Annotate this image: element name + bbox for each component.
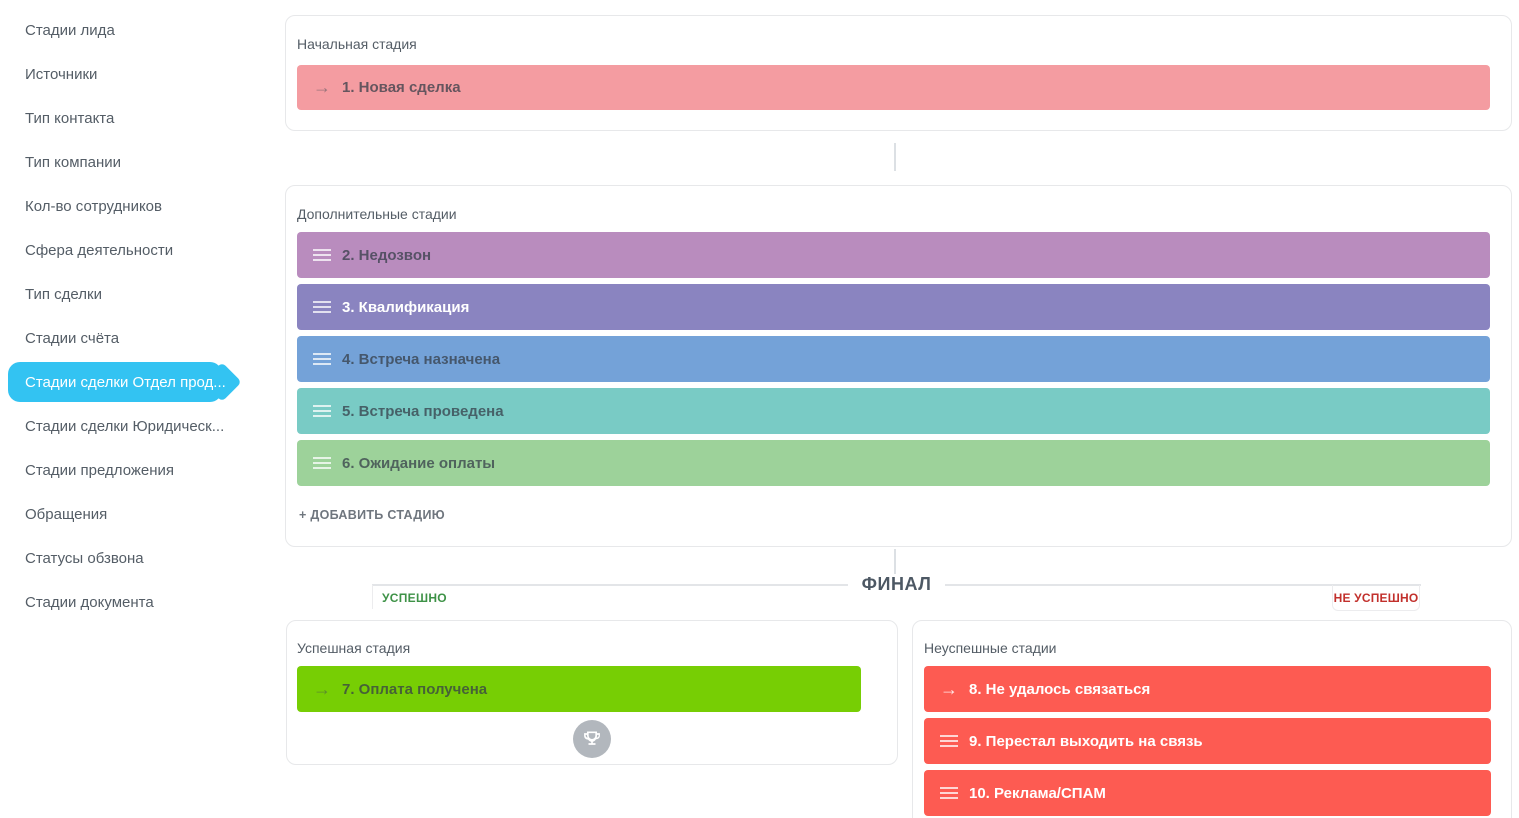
drag-handle-icon[interactable]: [313, 405, 331, 417]
stage-bar-meeting-held[interactable]: 5. Встреча проведена: [297, 388, 1490, 434]
stage-label: 3. Квалификация: [342, 298, 470, 316]
initial-stage-card: Начальная стадия 1. Новая сделка: [285, 15, 1512, 131]
drag-handle-icon[interactable]: [313, 301, 331, 313]
additional-stages-card: Дополнительные стадии 2. Недозвон 3. Ква…: [285, 185, 1512, 547]
drag-handle-icon[interactable]: [313, 249, 331, 261]
success-stage-card: Успешная стадия 7. Оплата получена: [286, 620, 898, 765]
sidebar-item-sources[interactable]: Источники: [25, 65, 98, 83]
stage-bar-awaiting-payment[interactable]: 6. Ожидание оплаты: [297, 440, 1490, 486]
stage-bar-could-not-contact[interactable]: 8. Не удалось связаться: [924, 666, 1491, 712]
sidebar-item-contact-type[interactable]: Тип контакта: [25, 109, 115, 127]
stage-label: 4. Встреча назначена: [342, 350, 501, 368]
arrow-right-icon: [937, 679, 961, 700]
success-tab-label: УСПЕШНО: [382, 591, 447, 605]
sidebar-item-requests[interactable]: Обращения: [25, 505, 108, 523]
sidebar-item-lead-stages[interactable]: Стадии лида: [25, 21, 115, 39]
fail-tab-label: НЕ УСПЕШНО: [1332, 585, 1420, 611]
additional-stages-card-title: Дополнительные стадии: [297, 206, 457, 222]
drag-handle-icon[interactable]: [313, 353, 331, 365]
flow-connector-bottom: [894, 549, 896, 577]
arrow-right-icon: [310, 77, 334, 98]
final-divider-label: ФИНАЛ: [847, 574, 946, 594]
sidebar-item-call-statuses[interactable]: Статусы обзвона: [25, 549, 144, 567]
drag-handle-icon[interactable]: [940, 787, 958, 799]
sidebar-item-document-stages[interactable]: Стадии документа: [25, 593, 154, 611]
success-stage-card-title: Успешная стадия: [297, 640, 411, 656]
stage-bar-qualification[interactable]: 3. Квалификация: [297, 284, 1490, 330]
stage-label: 10. Реклама/СПАМ: [969, 784, 1106, 802]
fail-stages-card-title: Неуспешные стадии: [924, 640, 1057, 656]
stage-label: 5. Встреча проведена: [342, 402, 504, 420]
drag-handle-icon[interactable]: [940, 735, 958, 747]
stage-bar-stopped-responding[interactable]: 9. Перестал выходить на связь: [924, 718, 1491, 764]
settings-sidebar: Стадии лида Источники Тип контакта Тип к…: [0, 8, 262, 624]
stage-bar-ads-spam[interactable]: 10. Реклама/СПАМ: [924, 770, 1491, 816]
arrow-right-icon: [310, 679, 334, 700]
sidebar-item-company-type[interactable]: Тип компании: [25, 153, 122, 171]
stage-label: 2. Недозвон: [342, 246, 432, 264]
sidebar-item-employee-count[interactable]: Кол-во сотрудников: [25, 197, 162, 215]
initial-stage-card-title: Начальная стадия: [297, 36, 417, 52]
stage-label: 8. Не удалось связаться: [969, 680, 1151, 698]
sidebar-item-deal-stages-sales-active[interactable]: Стадии сделки Отдел прод...: [0, 360, 262, 404]
flow-connector-top: [894, 143, 896, 171]
stage-bar-new-deal[interactable]: 1. Новая сделка: [297, 65, 1490, 110]
stage-label: 1. Новая сделка: [342, 79, 461, 96]
sidebar-item-quote-stages[interactable]: Стадии предложения: [25, 461, 175, 479]
drag-handle-icon[interactable]: [313, 457, 331, 469]
final-divider: ФИНАЛ: [372, 574, 1421, 595]
stage-bar-no-answer[interactable]: 2. Недозвон: [297, 232, 1490, 278]
sidebar-item-business-area[interactable]: Сфера деятельности: [25, 241, 174, 259]
stage-label: 6. Ожидание оплаты: [342, 454, 496, 472]
final-divider-left-stub: [372, 585, 373, 609]
fail-stages-card: Неуспешные стадии 8. Не удалось связатьс…: [912, 620, 1512, 818]
trophy-icon: [573, 720, 611, 758]
stage-label: 9. Перестал выходить на связь: [969, 732, 1203, 750]
stage-label: 7. Оплата получена: [342, 680, 488, 698]
sidebar-item-invoice-stages[interactable]: Стадии счёта: [25, 329, 120, 347]
sidebar-item-deal-stages-legal[interactable]: Стадии сделки Юридическ...: [25, 417, 225, 435]
stage-bar-payment-received[interactable]: 7. Оплата получена: [297, 666, 861, 712]
add-stage-button[interactable]: + ДОБАВИТЬ СТАДИЮ: [299, 508, 445, 522]
sidebar-item-deal-type[interactable]: Тип сделки: [25, 285, 102, 303]
stage-bar-meeting-scheduled[interactable]: 4. Встреча назначена: [297, 336, 1490, 382]
